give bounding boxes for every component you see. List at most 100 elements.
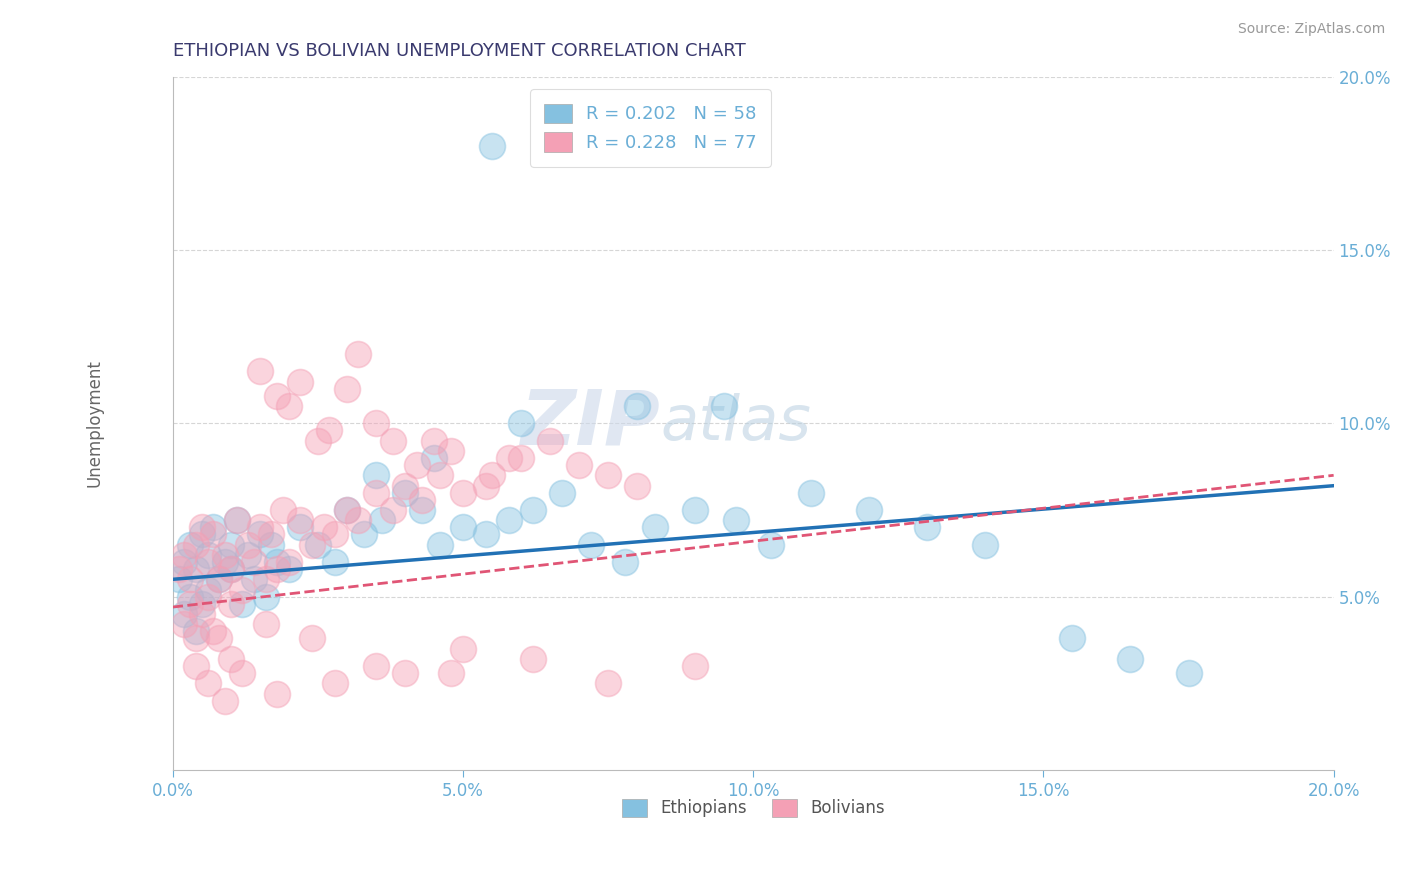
- Point: [219, 652, 242, 666]
- Point: [266, 388, 288, 402]
- Point: [498, 450, 520, 465]
- Point: [184, 538, 207, 552]
- Point: [451, 641, 474, 656]
- Point: [1177, 665, 1199, 680]
- Point: [202, 624, 225, 639]
- Point: [510, 417, 533, 431]
- Point: [219, 538, 242, 552]
- Point: [382, 503, 405, 517]
- Point: [644, 520, 666, 534]
- Point: [197, 582, 219, 597]
- Text: Source: ZipAtlas.com: Source: ZipAtlas.com: [1237, 22, 1385, 37]
- Point: [260, 538, 283, 552]
- Point: [411, 503, 433, 517]
- Point: [724, 513, 747, 527]
- Point: [522, 652, 544, 666]
- Point: [301, 632, 323, 646]
- Point: [440, 444, 463, 458]
- Point: [191, 527, 214, 541]
- Point: [191, 597, 214, 611]
- Point: [451, 485, 474, 500]
- Legend: Ethiopians, Bolivians: Ethiopians, Bolivians: [614, 792, 891, 824]
- Point: [858, 503, 880, 517]
- Point: [249, 364, 271, 378]
- Point: [179, 597, 201, 611]
- Point: [405, 458, 427, 472]
- Point: [191, 607, 214, 621]
- Point: [394, 665, 416, 680]
- Point: [243, 555, 266, 569]
- Point: [538, 434, 561, 448]
- Point: [184, 624, 207, 639]
- Point: [290, 513, 312, 527]
- Point: [364, 485, 387, 500]
- Point: [614, 555, 637, 569]
- Point: [214, 548, 236, 562]
- Point: [231, 665, 253, 680]
- Point: [364, 659, 387, 673]
- Point: [214, 693, 236, 707]
- Point: [323, 676, 346, 690]
- Point: [225, 513, 247, 527]
- Point: [370, 513, 392, 527]
- Point: [254, 590, 277, 604]
- Point: [238, 538, 260, 552]
- Point: [336, 503, 359, 517]
- Point: [550, 485, 572, 500]
- Text: atlas: atlas: [661, 393, 811, 453]
- Point: [568, 458, 591, 472]
- Point: [277, 555, 299, 569]
- Point: [411, 492, 433, 507]
- Point: [429, 468, 451, 483]
- Point: [208, 572, 231, 586]
- Point: [394, 479, 416, 493]
- Point: [307, 538, 329, 552]
- Point: [173, 617, 195, 632]
- Point: [179, 590, 201, 604]
- Point: [347, 513, 370, 527]
- Point: [440, 665, 463, 680]
- Point: [683, 659, 706, 673]
- Point: [254, 617, 277, 632]
- Point: [202, 527, 225, 541]
- Point: [323, 527, 346, 541]
- Point: [423, 450, 446, 465]
- Point: [167, 562, 190, 576]
- Point: [394, 485, 416, 500]
- Point: [219, 562, 242, 576]
- Point: [266, 562, 288, 576]
- Point: [271, 503, 294, 517]
- Point: [364, 468, 387, 483]
- Point: [364, 417, 387, 431]
- Point: [238, 548, 260, 562]
- Point: [184, 562, 207, 576]
- Point: [382, 434, 405, 448]
- Point: [522, 503, 544, 517]
- Point: [759, 538, 782, 552]
- Point: [214, 555, 236, 569]
- Point: [626, 399, 648, 413]
- Point: [231, 582, 253, 597]
- Point: [1119, 652, 1142, 666]
- Point: [917, 520, 939, 534]
- Point: [290, 375, 312, 389]
- Point: [225, 513, 247, 527]
- Point: [167, 572, 190, 586]
- Point: [312, 520, 335, 534]
- Text: ZIP: ZIP: [520, 386, 661, 460]
- Point: [277, 399, 299, 413]
- Point: [596, 468, 619, 483]
- Point: [423, 434, 446, 448]
- Point: [266, 687, 288, 701]
- Point: [173, 555, 195, 569]
- Point: [202, 520, 225, 534]
- Point: [179, 572, 201, 586]
- Point: [219, 562, 242, 576]
- Point: [596, 676, 619, 690]
- Point: [197, 548, 219, 562]
- Point: [197, 590, 219, 604]
- Point: [1062, 632, 1084, 646]
- Point: [510, 450, 533, 465]
- Point: [579, 538, 602, 552]
- Point: [197, 555, 219, 569]
